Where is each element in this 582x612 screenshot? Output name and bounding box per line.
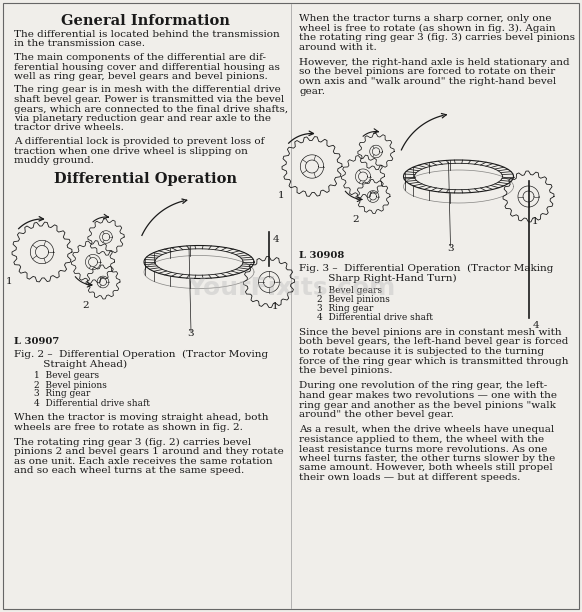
Text: The differential is located behind the transmission: The differential is located behind the t… bbox=[14, 30, 280, 39]
Text: well as ring gear, bevel gears and bevel pinions.: well as ring gear, bevel gears and bevel… bbox=[14, 72, 268, 81]
Text: tractor drive wheels.: tractor drive wheels. bbox=[14, 124, 124, 133]
Text: ring gear and another as the bevel pinions "walk: ring gear and another as the bevel pinio… bbox=[299, 400, 556, 409]
Text: 4  Differential drive shaft: 4 Differential drive shaft bbox=[317, 313, 433, 322]
Text: L 30908: L 30908 bbox=[299, 251, 344, 260]
Text: Fig. 3 –  Differential Operation  (Tractor Making: Fig. 3 – Differential Operation (Tractor… bbox=[299, 264, 553, 273]
Text: least resistance turns more revolutions. As one: least resistance turns more revolutions.… bbox=[299, 444, 548, 453]
Text: Sharp Right-Hand Turn): Sharp Right-Hand Turn) bbox=[299, 274, 457, 283]
Text: YourFixits.com: YourFixits.com bbox=[187, 275, 395, 300]
Text: The ring gear is in mesh with the differential drive: The ring gear is in mesh with the differ… bbox=[14, 86, 281, 94]
Text: L 30907: L 30907 bbox=[14, 337, 59, 346]
Text: force of the ring gear which is transmitted through: force of the ring gear which is transmit… bbox=[299, 357, 569, 365]
Text: traction when one drive wheel is slipping on: traction when one drive wheel is slippin… bbox=[14, 146, 248, 155]
Text: When the tractor turns a sharp corner, only one: When the tractor turns a sharp corner, o… bbox=[299, 14, 552, 23]
Text: both bevel gears, the left-hand bevel gear is forced: both bevel gears, the left-hand bevel ge… bbox=[299, 337, 569, 346]
Text: gear.: gear. bbox=[299, 86, 325, 95]
Text: 3  Ring gear: 3 Ring gear bbox=[317, 304, 374, 313]
Text: muddy ground.: muddy ground. bbox=[14, 156, 94, 165]
Text: in the transmission case.: in the transmission case. bbox=[14, 40, 145, 48]
Text: 4  Differential drive shaft: 4 Differential drive shaft bbox=[34, 398, 150, 408]
Text: Fig. 2 –  Differential Operation  (Tractor Moving: Fig. 2 – Differential Operation (Tractor… bbox=[14, 349, 268, 359]
Text: 1  Bevel gears: 1 Bevel gears bbox=[317, 286, 382, 295]
Text: ferential housing cover and differential housing as: ferential housing cover and differential… bbox=[14, 62, 280, 72]
Text: so the bevel pinions are forced to rotate on their: so the bevel pinions are forced to rotat… bbox=[299, 67, 555, 76]
Text: 1: 1 bbox=[531, 217, 538, 225]
Text: 1: 1 bbox=[5, 277, 12, 286]
Text: 4: 4 bbox=[533, 321, 539, 329]
Text: However, the right-hand axle is held stationary and: However, the right-hand axle is held sta… bbox=[299, 58, 570, 67]
Text: gears, which are connected to the final drive shafts,: gears, which are connected to the final … bbox=[14, 105, 288, 113]
Text: During one revolution of the ring gear, the left-: During one revolution of the ring gear, … bbox=[299, 381, 547, 390]
Text: wheel is free to rotate (as shown in fig. 3). Again: wheel is free to rotate (as shown in fig… bbox=[299, 23, 556, 32]
Text: to rotate because it is subjected to the turning: to rotate because it is subjected to the… bbox=[299, 347, 544, 356]
Text: 1: 1 bbox=[278, 192, 284, 201]
Text: General Information: General Information bbox=[61, 14, 230, 28]
Text: around" the other bevel gear.: around" the other bevel gear. bbox=[299, 410, 454, 419]
Text: pinions 2 and bevel gears 1 around and they rotate: pinions 2 and bevel gears 1 around and t… bbox=[14, 447, 284, 456]
Text: 4: 4 bbox=[273, 235, 279, 244]
Text: 1: 1 bbox=[272, 302, 279, 311]
Text: the bevel pinions.: the bevel pinions. bbox=[299, 366, 392, 375]
Text: and so each wheel turns at the same speed.: and so each wheel turns at the same spee… bbox=[14, 466, 244, 475]
Text: 2: 2 bbox=[83, 301, 89, 310]
Text: 3  Ring gear: 3 Ring gear bbox=[34, 389, 90, 398]
Text: wheel turns faster, the other turns slower by the: wheel turns faster, the other turns slow… bbox=[299, 454, 555, 463]
Text: Differential Operation: Differential Operation bbox=[54, 171, 237, 185]
Text: 3: 3 bbox=[187, 329, 194, 338]
Text: A differential lock is provided to prevent loss of: A differential lock is provided to preve… bbox=[14, 137, 264, 146]
Text: same amount. However, both wheels still propel: same amount. However, both wheels still … bbox=[299, 463, 553, 472]
Text: around with it.: around with it. bbox=[299, 42, 377, 51]
Text: resistance applied to them, the wheel with the: resistance applied to them, the wheel wi… bbox=[299, 435, 544, 444]
Text: 2  Bevel pinions: 2 Bevel pinions bbox=[34, 381, 107, 389]
Text: as one unit. Each axle receives the same rotation: as one unit. Each axle receives the same… bbox=[14, 457, 272, 466]
Text: via planetary reduction gear and rear axle to the: via planetary reduction gear and rear ax… bbox=[14, 114, 271, 123]
Text: Straight Ahead): Straight Ahead) bbox=[14, 359, 127, 368]
Text: hand gear makes two revolutions — one with the: hand gear makes two revolutions — one wi… bbox=[299, 391, 557, 400]
Text: When the tractor is moving straight ahead, both: When the tractor is moving straight ahea… bbox=[14, 414, 268, 422]
Text: The main components of the differential are dif-: The main components of the differential … bbox=[14, 53, 266, 62]
Text: Since the bevel pinions are in constant mesh with: Since the bevel pinions are in constant … bbox=[299, 328, 562, 337]
Text: their own loads — but at different speeds.: their own loads — but at different speed… bbox=[299, 473, 520, 482]
Text: 2: 2 bbox=[353, 215, 359, 225]
Text: 2  Bevel pinions: 2 Bevel pinions bbox=[317, 295, 390, 304]
Text: 3: 3 bbox=[447, 244, 454, 253]
Text: the rotating ring gear 3 (fig. 3) carries bevel pinions: the rotating ring gear 3 (fig. 3) carrie… bbox=[299, 33, 575, 42]
Text: wheels are free to rotate as shown in fig. 2.: wheels are free to rotate as shown in fi… bbox=[14, 423, 243, 432]
Text: own axis and "walk around" the right-hand bevel: own axis and "walk around" the right-han… bbox=[299, 77, 556, 86]
Text: shaft bevel gear. Power is transmitted via the bevel: shaft bevel gear. Power is transmitted v… bbox=[14, 95, 284, 104]
Text: 1  Bevel gears: 1 Bevel gears bbox=[34, 371, 99, 381]
Text: As a result, when the drive wheels have unequal: As a result, when the drive wheels have … bbox=[299, 425, 554, 435]
Text: The rotating ring gear 3 (fig. 2) carries bevel: The rotating ring gear 3 (fig. 2) carrie… bbox=[14, 438, 251, 447]
